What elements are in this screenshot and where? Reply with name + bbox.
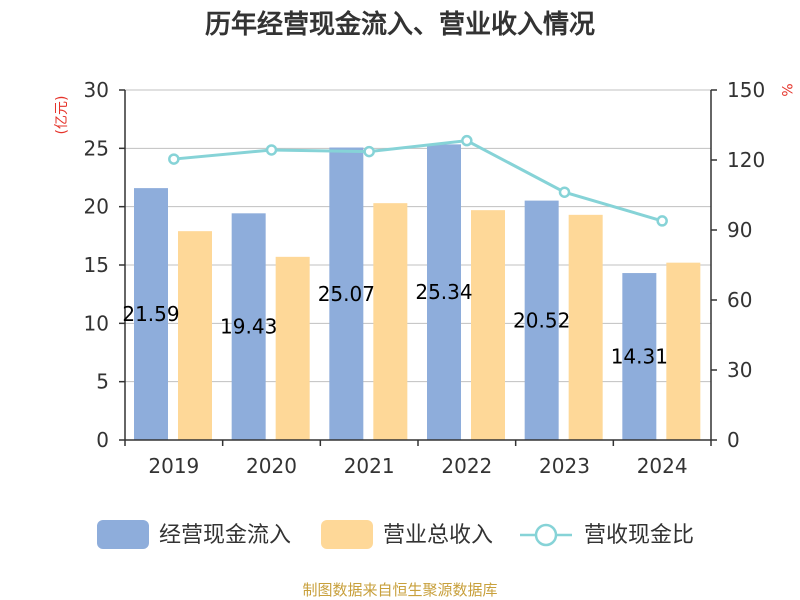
legend-swatch-cashflow xyxy=(97,520,149,549)
axes: 0 5 10 15 20 25 30 0 30 60 90 120 150 2019 2020 2021 202… xyxy=(84,78,766,478)
bar-revenue xyxy=(178,231,212,440)
left-axis-tick-label: 25 xyxy=(84,136,109,160)
data-label-cashflow: 20.52 xyxy=(513,308,570,332)
data-label-cashflow: 25.07 xyxy=(318,282,375,306)
x-axis-tick-label: 2021 xyxy=(344,454,395,478)
data-label-cashflow: 25.34 xyxy=(415,280,472,304)
bar-cashflow xyxy=(622,273,657,440)
ratio-point xyxy=(168,153,180,165)
bars xyxy=(134,144,701,440)
ratio-point xyxy=(461,134,473,147)
right-axis-tick-label: 150 xyxy=(727,78,765,102)
gridlines xyxy=(125,89,711,383)
x-axis-tick-label: 2019 xyxy=(148,454,199,478)
ratio-line xyxy=(173,139,663,223)
data-label-cashflow: 21.59 xyxy=(122,302,179,326)
bar-revenue xyxy=(666,262,701,440)
left-axis-tick-label: 30 xyxy=(84,78,109,102)
left-axis-tick-label: 15 xyxy=(84,253,109,277)
bar-revenue xyxy=(568,214,603,440)
ratio-point xyxy=(656,215,668,227)
right-axis-tick-label: 60 xyxy=(727,288,752,312)
legend-label-revenue: 营业总收入 xyxy=(383,523,493,548)
bar-cashflow xyxy=(329,147,364,440)
left-axis-tick-label: 10 xyxy=(84,311,109,335)
ratio-point xyxy=(558,186,571,198)
bar-cashflow xyxy=(427,144,461,440)
left-axis-tick-label: 0 xyxy=(96,428,109,452)
left-axis-tick-label: 5 xyxy=(96,370,109,394)
x-axis-tick-label: 2022 xyxy=(441,454,492,478)
x-axis-tick-label: 2020 xyxy=(246,454,297,478)
bar-cashflow xyxy=(134,188,168,440)
right-axis-tick-label: 0 xyxy=(727,428,740,452)
chart-title: 历年经营现金流入、营业收入情况 xyxy=(205,9,595,40)
right-axis-unit: % xyxy=(778,83,794,96)
legend-marker-ratio xyxy=(534,523,558,547)
left-axis-unit: (亿元) xyxy=(54,96,70,135)
ratio-point xyxy=(265,144,278,156)
legend-label-ratio: 营收现金比 xyxy=(584,523,694,548)
ratio-point xyxy=(363,145,375,158)
x-axis-tick-label: 2024 xyxy=(637,454,688,478)
right-axis-tick-label: 120 xyxy=(727,148,765,172)
bar-revenue xyxy=(373,203,408,440)
bar-revenue xyxy=(275,256,310,440)
data-label-cashflow: 19.43 xyxy=(220,315,277,339)
bar-cashflow xyxy=(231,213,266,440)
legend-label-cashflow: 经营现金流入 xyxy=(159,523,291,548)
x-axis-tick-label: 2023 xyxy=(539,454,590,478)
data-labels: 21.59 19.43 25.07 25.34 20.52 14.31 xyxy=(122,280,668,368)
legend-swatch-revenue xyxy=(321,520,373,549)
bar-cashflow xyxy=(524,200,559,440)
left-axis-tick-label: 20 xyxy=(84,195,109,219)
source-note: 制图数据来自恒生聚源数据库 xyxy=(302,581,497,599)
bar-revenue xyxy=(471,210,505,440)
data-label-cashflow: 14.31 xyxy=(611,345,668,369)
right-axis-tick-label: 90 xyxy=(727,218,752,242)
ratio-line-layer xyxy=(168,134,668,227)
legend: 经营现金流入 营业总收入 营收现金比 xyxy=(97,520,694,549)
right-axis-tick-label: 30 xyxy=(727,358,752,382)
